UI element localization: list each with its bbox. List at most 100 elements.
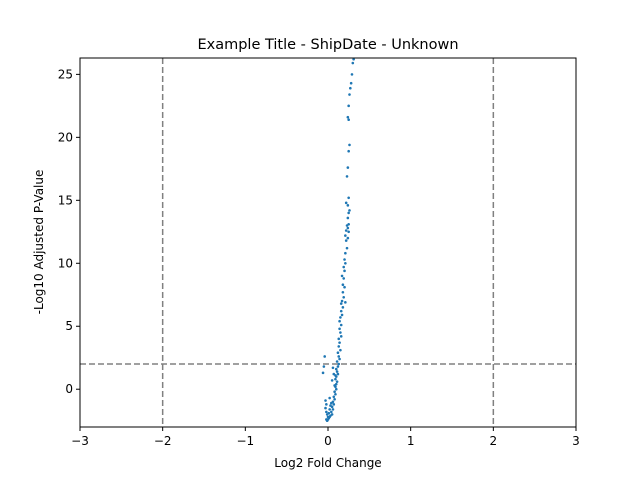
data-point	[332, 395, 336, 399]
data-point	[324, 399, 327, 402]
data-point	[341, 283, 345, 286]
data-point	[330, 410, 333, 414]
data-point	[348, 93, 351, 96]
data-point	[322, 365, 326, 368]
data-point	[333, 384, 336, 387]
data-point	[340, 299, 344, 303]
y-tick-label: 20	[58, 130, 73, 144]
data-point	[330, 379, 334, 382]
data-point	[338, 319, 341, 323]
data-point	[342, 277, 346, 280]
data-point	[345, 175, 349, 178]
data-point	[343, 258, 346, 261]
data-point	[343, 285, 346, 289]
data-point	[343, 269, 346, 273]
data-point	[347, 196, 350, 200]
data-point	[346, 204, 350, 207]
data-point	[341, 290, 345, 294]
data-point	[328, 408, 331, 411]
data-point	[339, 348, 342, 352]
data-point	[334, 367, 338, 371]
data-point	[331, 408, 335, 411]
data-point	[347, 104, 350, 108]
data-point	[340, 313, 344, 317]
data-point	[339, 335, 343, 338]
data-point	[336, 372, 340, 376]
data-point	[348, 209, 351, 212]
data-point	[342, 295, 346, 299]
data-point	[321, 371, 325, 375]
data-point	[326, 415, 330, 419]
data-point	[347, 118, 350, 122]
data-point	[337, 345, 341, 348]
x-tick-label: −1	[236, 434, 254, 448]
data-point	[337, 362, 341, 366]
data-point	[346, 166, 350, 169]
data-point	[351, 61, 355, 65]
data-point	[334, 387, 338, 391]
data-point	[333, 390, 336, 394]
data-point	[340, 274, 344, 278]
data-point	[342, 265, 346, 269]
data-point	[352, 57, 355, 61]
data-point	[344, 201, 348, 205]
data-point	[345, 224, 349, 227]
x-axis-label: Log2 Fold Change	[274, 456, 381, 470]
data-point	[335, 370, 339, 373]
y-axis-ticks: 0 5 10 15 20 25	[58, 67, 80, 396]
data-point	[345, 246, 349, 250]
data-point	[335, 360, 339, 363]
data-point	[336, 351, 340, 354]
data-point	[333, 397, 336, 401]
data-point	[327, 411, 331, 415]
data-point	[339, 302, 343, 305]
y-axis-label: -Log10 Adjusted P-Value	[32, 170, 46, 315]
data-point	[347, 230, 350, 234]
x-tick-label: 3	[572, 434, 580, 448]
data-point	[346, 216, 350, 220]
data-point	[325, 418, 328, 421]
data-point	[347, 211, 350, 215]
x-axis-ticks: −3 −2 −1 0 1 2 3	[71, 427, 580, 448]
data-point	[334, 377, 337, 381]
threshold-lines	[80, 58, 576, 427]
data-point	[348, 143, 351, 147]
y-tick-label: 5	[65, 319, 73, 333]
data-point	[339, 309, 343, 313]
data-point	[344, 229, 348, 232]
data-point	[328, 396, 331, 400]
data-point	[349, 81, 353, 85]
data-point	[341, 306, 345, 309]
data-point	[338, 341, 341, 344]
data-point	[329, 404, 332, 407]
data-point	[346, 226, 350, 230]
y-tick-label: 25	[58, 67, 73, 81]
data-point	[350, 73, 354, 76]
data-point	[325, 403, 328, 406]
x-tick-label: 2	[490, 434, 498, 448]
data-point	[347, 149, 350, 153]
data-point	[344, 261, 347, 265]
plot-frame	[79, 57, 577, 428]
data-point	[324, 406, 327, 410]
chart-title: Example Title - ShipDate - Unknown	[197, 37, 458, 53]
data-point	[331, 366, 335, 370]
data-point	[334, 392, 337, 396]
data-point	[337, 337, 341, 341]
data-point	[335, 380, 339, 383]
x-tick-label: 0	[324, 434, 332, 448]
data-point	[338, 327, 341, 331]
x-tick-label: −3	[71, 434, 89, 448]
data-point	[323, 355, 326, 358]
data-point	[337, 355, 341, 358]
data-point	[339, 323, 343, 327]
data-point	[336, 365, 340, 368]
data-point	[346, 236, 350, 240]
x-tick-label: −2	[154, 434, 172, 448]
y-tick-label: 0	[65, 382, 73, 396]
data-point	[330, 401, 333, 405]
data-point	[349, 86, 352, 90]
data-point	[344, 234, 347, 237]
data-point	[339, 331, 342, 334]
